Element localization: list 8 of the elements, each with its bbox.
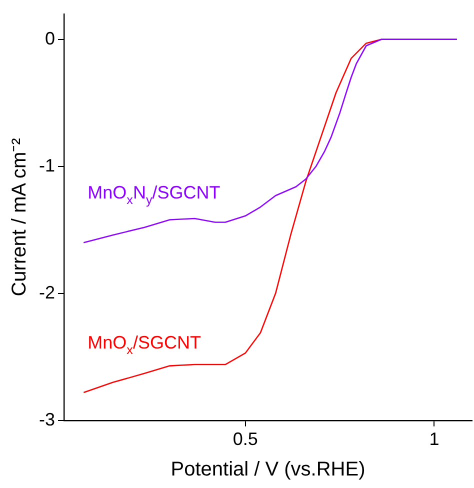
x-tick-label: 0.5 [232, 429, 258, 450]
y-axis-title: Current / mA cm⁻² [8, 138, 31, 296]
y-tick-label: -1 [38, 155, 56, 176]
y-tick-label: -2 [38, 282, 56, 302]
x-axis-title: Potential / V (vs.RHE) [170, 458, 366, 481]
y-tick-label: 0 [44, 28, 56, 48]
x-tick-label: 1 [429, 429, 440, 450]
y-tick-label: -3 [38, 409, 56, 430]
